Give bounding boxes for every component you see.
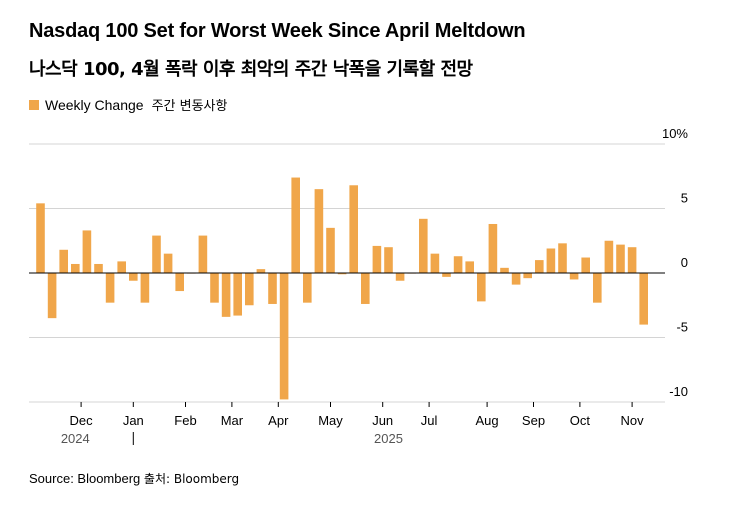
bar <box>558 243 567 273</box>
bar <box>604 240 614 273</box>
bar <box>488 223 498 273</box>
bar <box>593 273 602 303</box>
legend-label-korean: 주간 변동사항 <box>151 99 228 114</box>
bar <box>59 249 68 273</box>
legend-label: Weekly Change <box>45 96 144 113</box>
bar <box>117 261 126 273</box>
bar <box>256 269 266 273</box>
bar <box>627 247 637 273</box>
bar <box>129 273 138 281</box>
bar <box>465 261 474 273</box>
y-tick-label: 5 <box>681 191 688 206</box>
x-tick-label: Mar <box>221 413 244 428</box>
x-tick-label: Aug <box>476 413 499 428</box>
x-tick-label: Nov <box>621 413 645 428</box>
bar <box>175 273 184 292</box>
bar <box>349 185 358 273</box>
x-tick-label: Sep <box>522 413 545 428</box>
y-tick-label: 10% <box>662 126 688 141</box>
bar <box>430 253 440 273</box>
bar <box>453 256 463 273</box>
bar <box>372 245 382 273</box>
year-label: 2025 <box>374 431 403 446</box>
y-tick-label: -10 <box>669 384 688 399</box>
x-tick-label: May <box>318 413 343 428</box>
x-tick-label: Jul <box>421 413 438 428</box>
bar <box>337 273 347 275</box>
bar <box>616 244 625 273</box>
bar <box>210 273 219 303</box>
legend: Weekly Change 주간 변동사항 <box>29 95 227 114</box>
bar <box>581 257 590 273</box>
chart-subtitle: 나스닥 100, 4월 폭락 이후 최악의 주간 낙폭을 기록할 전망 <box>29 59 473 80</box>
bar <box>500 267 509 273</box>
bar <box>477 273 486 302</box>
bar <box>395 273 405 281</box>
bar <box>163 253 173 273</box>
bar <box>233 273 242 316</box>
bar <box>419 218 428 273</box>
bar <box>82 230 92 273</box>
bar <box>639 273 648 325</box>
bar <box>569 273 579 280</box>
bar <box>221 273 231 317</box>
y-tick-label: 0 <box>681 255 688 270</box>
year-label: 2024 <box>61 431 90 446</box>
bar-chart: 10% 5 0 -5 -10 Dec Jan Feb Mar Apr May Jun Jul Aug Sep… <box>29 126 688 446</box>
bar <box>245 273 254 306</box>
bar <box>384 247 393 273</box>
bar <box>71 263 80 273</box>
source-note: Source: Bloomberg 출처: Bloomberg <box>29 470 239 487</box>
bar <box>303 273 312 303</box>
bar <box>291 177 300 273</box>
chart-title: Nasdaq 100 Set for Worst Week Since Apri… <box>29 20 526 42</box>
bar <box>535 260 544 273</box>
bar <box>326 227 335 273</box>
bar <box>268 273 277 304</box>
bar <box>442 273 451 277</box>
x-tick-label: Dec <box>70 413 94 428</box>
x-tick-label: Apr <box>268 413 289 428</box>
bar <box>198 235 208 273</box>
source-text-korean: 출처: Bloomberg <box>143 472 240 486</box>
y-tick-label: -5 <box>676 320 688 335</box>
source-text: Source: Bloomberg <box>29 471 141 486</box>
bar <box>546 248 556 273</box>
x-tick-label: Jun <box>372 413 393 428</box>
bar <box>511 273 521 285</box>
bar <box>47 273 57 319</box>
bar <box>361 273 370 304</box>
bar <box>152 235 161 273</box>
bar <box>314 189 324 273</box>
bar <box>36 203 45 273</box>
x-tick-label: Feb <box>174 413 196 428</box>
x-tick-label: Oct <box>570 413 591 428</box>
bar <box>279 273 289 400</box>
x-tick-label: Jan <box>123 413 144 428</box>
legend-swatch <box>29 99 39 110</box>
bar <box>105 273 115 303</box>
bar <box>94 263 103 273</box>
bar <box>523 273 532 279</box>
bar <box>140 273 150 303</box>
